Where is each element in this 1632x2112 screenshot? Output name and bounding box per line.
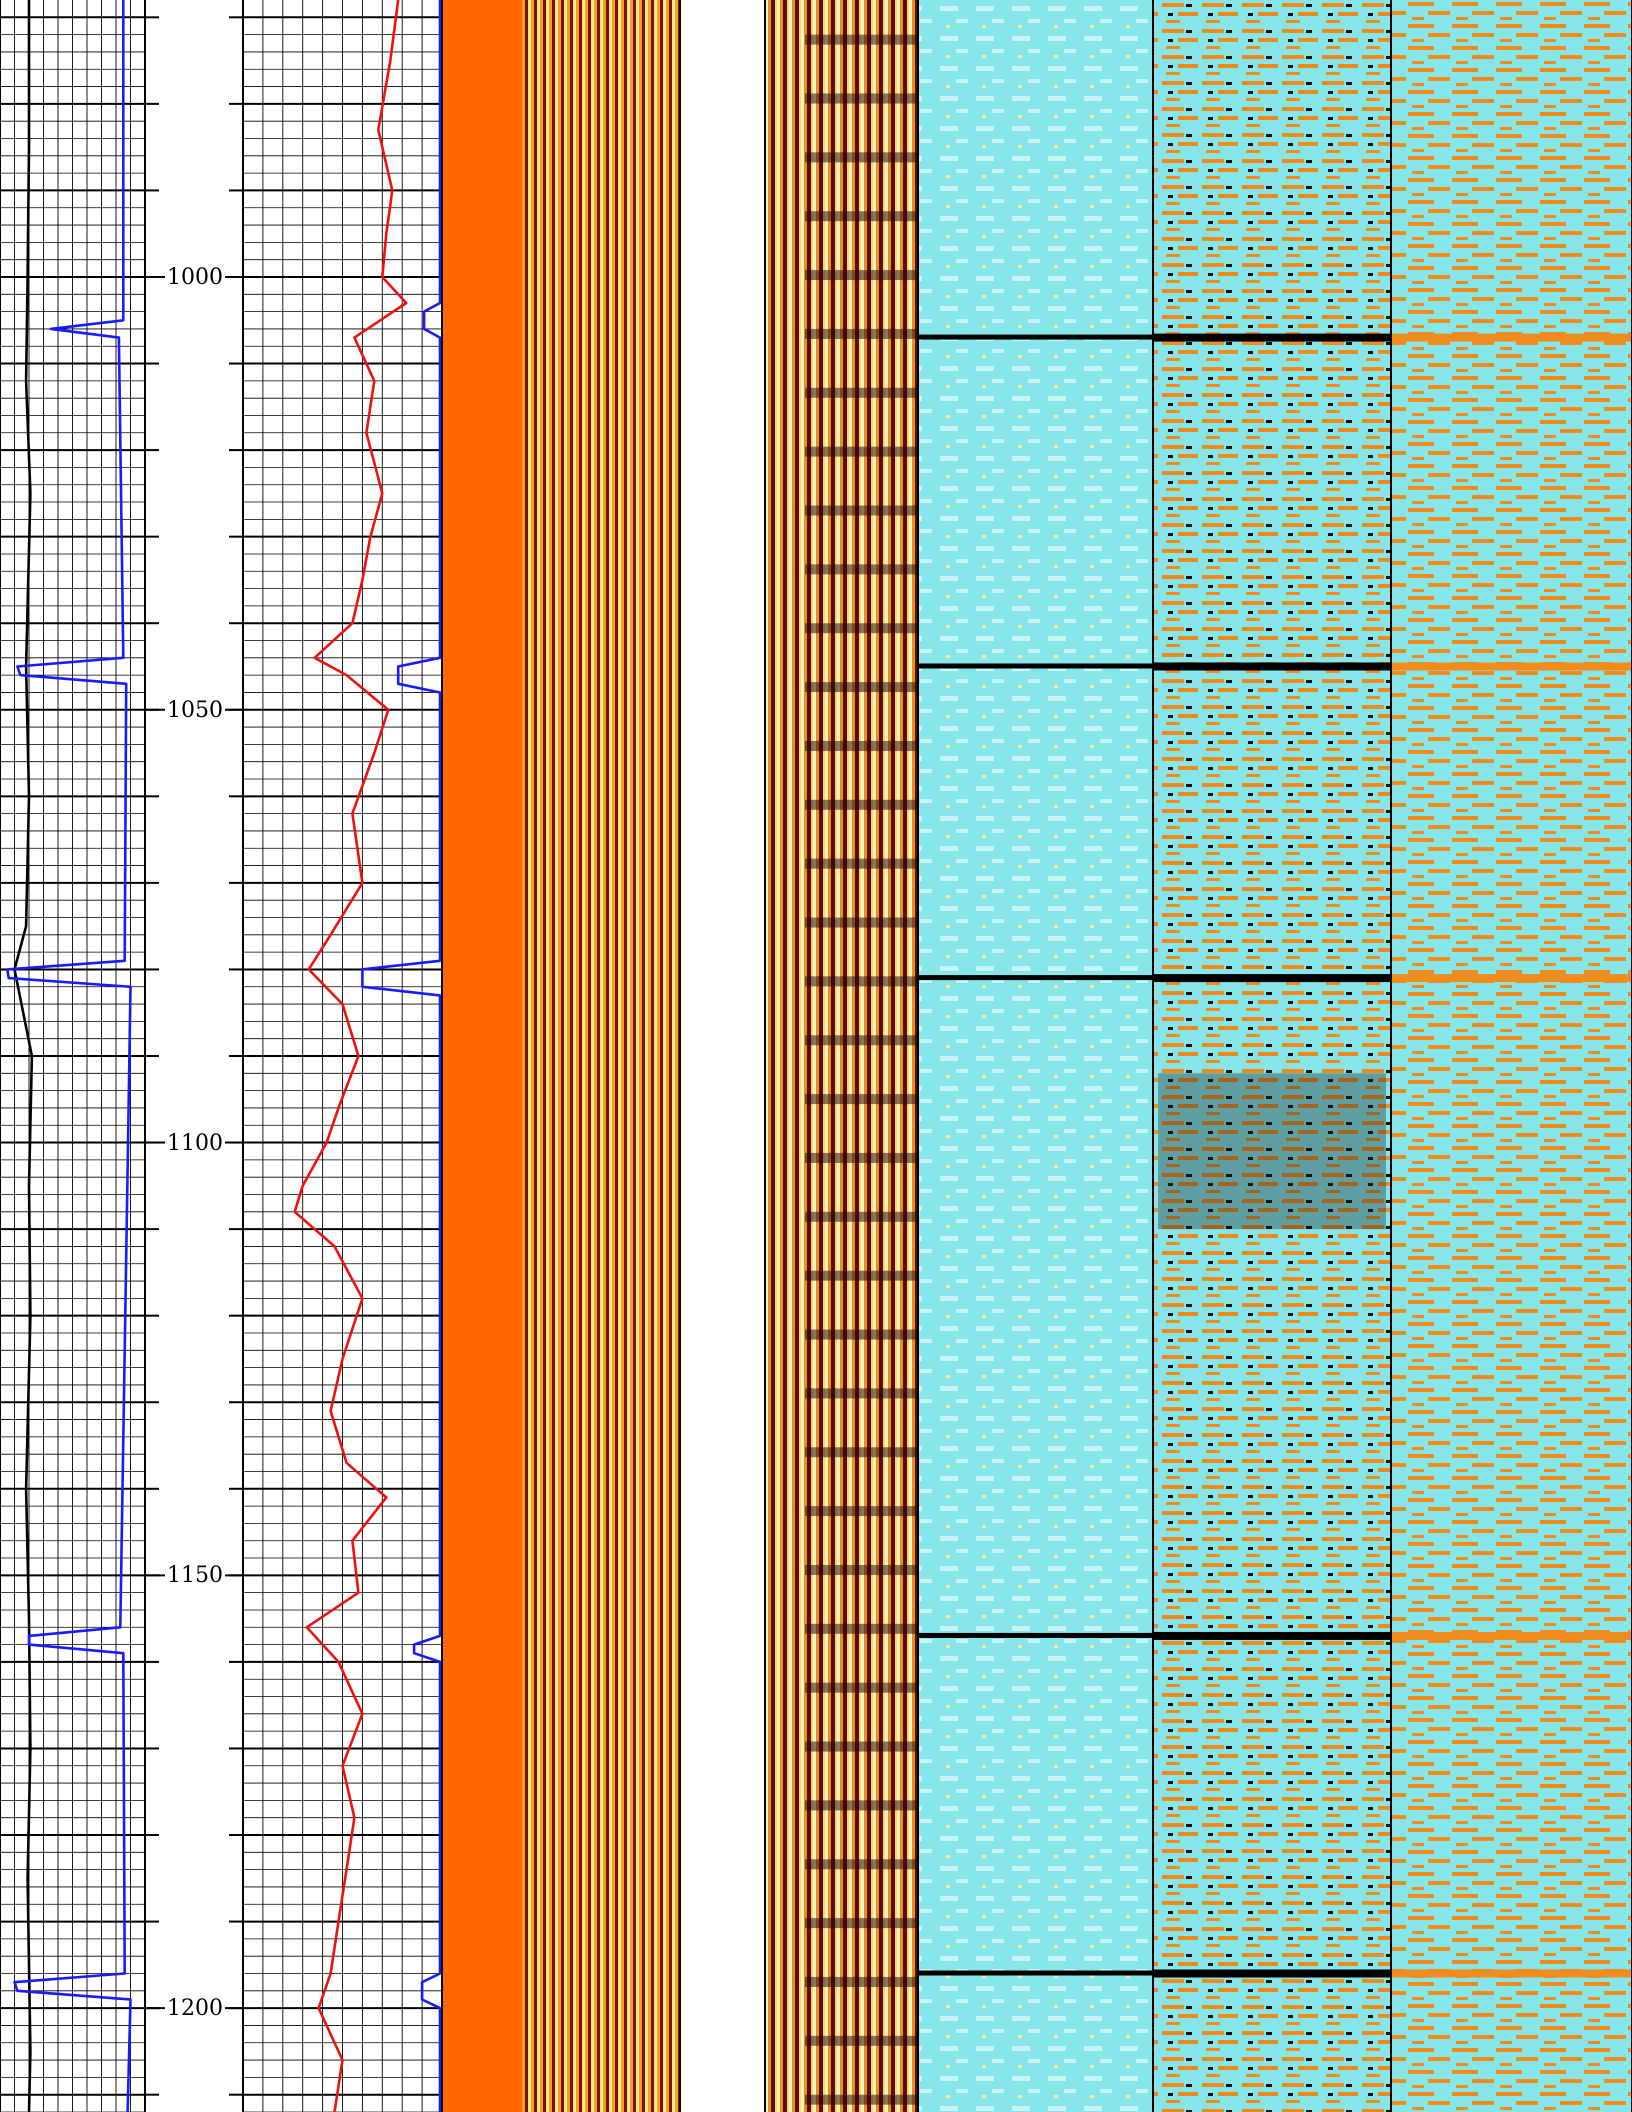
image-1-event-band: [918, 334, 1153, 340]
waveform-2-arrival: [805, 1211, 918, 1222]
waveform-2-arrival: [805, 1623, 918, 1634]
waveform-2-arrival: [805, 858, 918, 869]
image-track-1: [918, 0, 1153, 2112]
waveform-2-arrival: [805, 1741, 918, 1752]
waveform-2-arrival: [805, 1270, 918, 1281]
image-3-event-band: [1391, 974, 1632, 983]
waveform-2-arrival: [805, 1094, 918, 1105]
waveform-2-arrival: [805, 623, 918, 634]
depth-label: 1200: [165, 1996, 225, 2023]
image-2-event-band: [1153, 1969, 1391, 1978]
waveform-2-arrival: [805, 1918, 918, 1929]
image-2-dark-zone: [1158, 1073, 1386, 1230]
waveform-2-arrival: [805, 446, 918, 457]
image-1-event-band: [918, 1632, 1153, 1638]
depth-label: 1150: [165, 1563, 225, 1590]
waveform-2-arrival: [805, 2035, 918, 2046]
track-3-grid: [242, 0, 443, 2112]
waveform-2-arrival: [805, 976, 918, 987]
image-tracks: [918, 0, 1632, 2112]
image-1-event-band: [918, 975, 1153, 981]
waveform-2-arrival: [805, 2094, 918, 2105]
image-2-event-band: [1153, 974, 1391, 983]
waveform-2-arrival: [805, 1564, 918, 1575]
depth-label: 1000: [165, 264, 225, 291]
waveform-2-arrival: [805, 1388, 918, 1399]
image-3-event-band: [1391, 333, 1632, 342]
waveform-2-arrival: [805, 1506, 918, 1517]
waveform-1-traces: [522, 0, 680, 2112]
waveform-2-arrival: [805, 1152, 918, 1163]
waveform-track-1: [442, 0, 680, 2112]
image-2-event-band: [1153, 662, 1391, 671]
depth-track: [145, 0, 243, 2112]
waveform-1-flat-band: [442, 0, 522, 2112]
log-curve-track-3: [293, 0, 408, 2112]
waveform-2-arrival: [805, 152, 918, 163]
image-track-2: [1153, 0, 1391, 2112]
waveform-2-arrival: [805, 1329, 918, 1340]
waveform-2-arrival: [805, 682, 918, 693]
waveform-2-arrival: [805, 1800, 918, 1811]
waveform-2-arrival: [805, 93, 918, 104]
image-3-event-band: [1391, 1631, 1632, 1640]
image-1-event-band: [918, 663, 1153, 669]
waveform-2-arrival: [805, 34, 918, 45]
log-curve-track-1: [6, 0, 132, 2112]
image-track-3: [1391, 0, 1632, 2112]
waveform-2-arrival: [805, 328, 918, 339]
image-1-event-band: [918, 1970, 1153, 1976]
waveform-2-arrival: [805, 1035, 918, 1046]
waveform-2-arrival: [805, 270, 918, 281]
log-curves: [6, 0, 442, 2112]
image-3-event-band: [1391, 1969, 1632, 1978]
waveform-2-arrival: [805, 917, 918, 928]
depth-label: 1100: [165, 1130, 225, 1157]
image-2-event-band: [1153, 1631, 1391, 1640]
waveform-2-arrival: [805, 387, 918, 398]
log-curve-track-1: [13, 0, 34, 2112]
depth-label: 1050: [165, 697, 225, 724]
waveform-track-2: [765, 0, 918, 2112]
log-curve-track-3: [361, 0, 442, 2112]
image-2-event-band: [1153, 333, 1391, 342]
waveform-2-arrival: [805, 799, 918, 810]
waveform-2-arrival: [805, 1859, 918, 1870]
track-1-grid: [0, 0, 146, 2112]
image-3-event-band: [1391, 662, 1632, 671]
waveform-2-traces: [765, 0, 918, 2112]
waveform-2-arrival: [805, 505, 918, 516]
waveform-2-arrival: [805, 211, 918, 222]
waveform-2-arrival: [805, 1976, 918, 1987]
waveform-2-arrival: [805, 740, 918, 751]
waveform-2-arrival: [805, 564, 918, 575]
depth-track-background: [145, 0, 243, 2112]
waveform-2-arrival: [805, 1682, 918, 1693]
waveform-2-arrival: [805, 1447, 918, 1458]
